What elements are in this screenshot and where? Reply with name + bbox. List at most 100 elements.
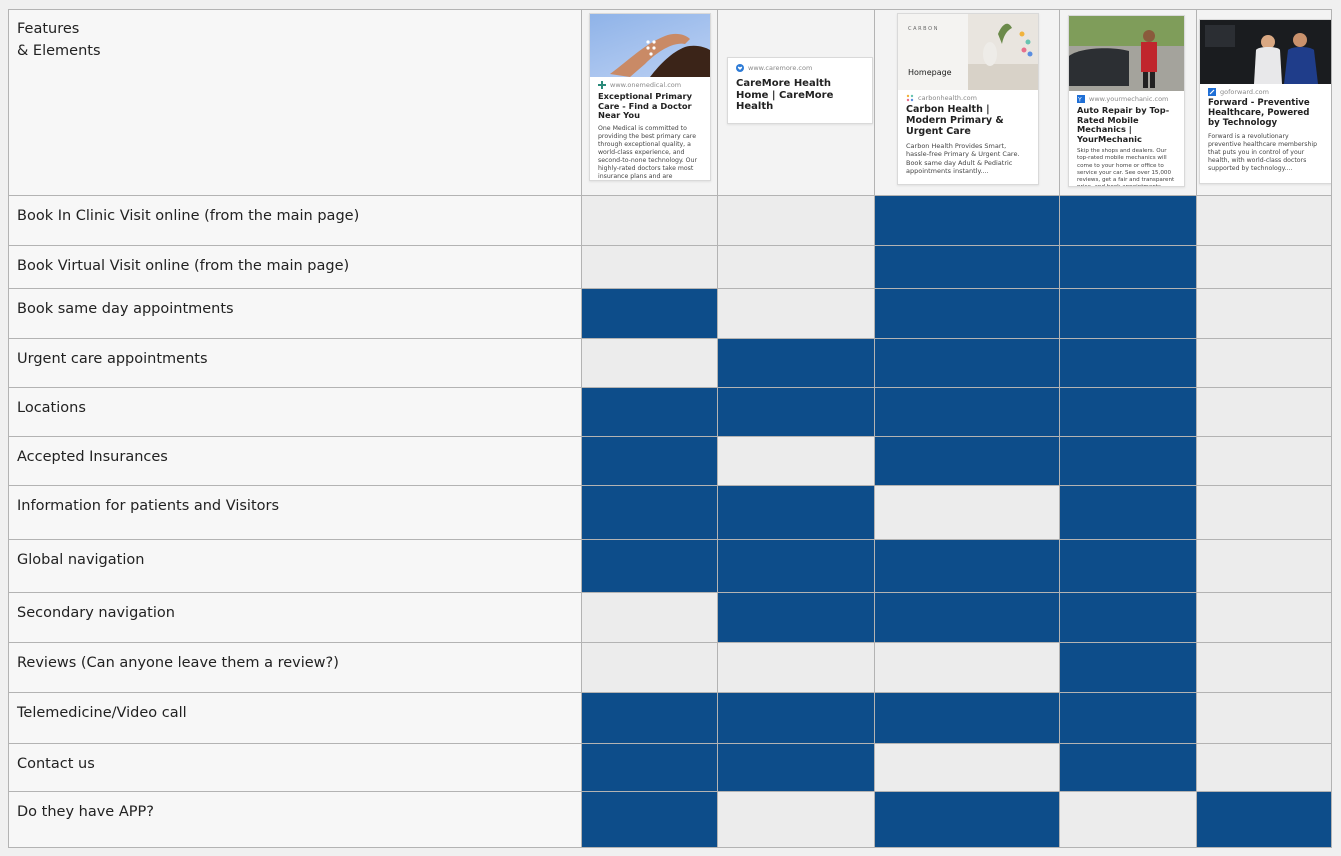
feature-cell-yes[interactable]	[875, 792, 1060, 848]
hands-photo-image	[590, 14, 710, 77]
feature-cell-no[interactable]	[875, 486, 1060, 540]
feature-cell-yes[interactable]	[875, 693, 1060, 744]
feature-cell-yes[interactable]	[582, 540, 718, 593]
feature-cell-no[interactable]	[1197, 289, 1332, 339]
mechanic-photo-image	[1069, 16, 1184, 91]
feature-label: Reviews (Can anyone leave them a review?…	[9, 643, 582, 693]
feature-cell-no[interactable]	[718, 437, 875, 486]
feature-cell-no[interactable]	[1197, 643, 1332, 693]
feature-cell-yes[interactable]	[582, 693, 718, 744]
feature-cell-no[interactable]	[582, 246, 718, 289]
feature-cell-no[interactable]	[718, 246, 875, 289]
feature-cell-no[interactable]	[582, 196, 718, 246]
feature-cell-yes[interactable]	[875, 437, 1060, 486]
feature-cell-no[interactable]	[1197, 388, 1332, 437]
feature-label: Secondary navigation	[9, 593, 582, 643]
header-cell-goforward: goforward.com Forward - Preventive Healt…	[1197, 10, 1332, 196]
feature-cell-yes[interactable]	[1060, 693, 1197, 744]
feature-cell-no[interactable]	[1197, 246, 1332, 289]
card-title: Forward - Preventive Healthcare, Powered…	[1208, 98, 1310, 128]
header-cell-yourmechanic: Y www.yourmechanic.com Auto Repair by To…	[1060, 10, 1197, 196]
feature-cell-yes[interactable]	[718, 339, 875, 388]
feature-cell-no[interactable]	[582, 593, 718, 643]
feature-cell-no[interactable]	[718, 196, 875, 246]
feature-label: Contact us	[9, 744, 582, 792]
feature-cell-yes[interactable]	[875, 289, 1060, 339]
feature-cell-yes[interactable]	[718, 693, 875, 744]
link-preview-card[interactable]: www.onemedical.com Exceptional Primary C…	[589, 13, 711, 181]
homepage-caption: Homepage	[908, 68, 952, 77]
link-preview-card[interactable]: Y www.yourmechanic.com Auto Repair by To…	[1068, 15, 1185, 187]
feature-label: Locations	[9, 388, 582, 437]
feature-cell-no[interactable]	[1197, 693, 1332, 744]
feature-cell-yes[interactable]	[718, 744, 875, 792]
card-title: Carbon Health | Modern Primary & Urgent …	[906, 104, 1004, 137]
feature-cell-yes[interactable]	[875, 540, 1060, 593]
feature-label: Book Virtual Visit online (from the main…	[9, 246, 582, 289]
feature-cell-yes[interactable]	[875, 388, 1060, 437]
card-description: Carbon Health Provides Smart, hassle-fre…	[906, 141, 1020, 176]
svg-text:C A R B O N: C A R B O N	[908, 26, 938, 32]
feature-cell-yes[interactable]	[1060, 486, 1197, 540]
feature-cell-yes[interactable]	[1060, 339, 1197, 388]
feature-cell-yes[interactable]	[1060, 744, 1197, 792]
feature-cell-no[interactable]	[1197, 339, 1332, 388]
feature-cell-yes[interactable]	[582, 437, 718, 486]
feature-cell-yes[interactable]	[582, 486, 718, 540]
link-preview-card[interactable]: C A R B O N Homepage carbonhealth.com Ca…	[897, 13, 1039, 185]
feature-cell-no[interactable]	[1197, 196, 1332, 246]
feature-label: Book In Clinic Visit online (from the ma…	[9, 196, 582, 246]
feature-cell-yes[interactable]	[718, 540, 875, 593]
card-domain: Y www.yourmechanic.com	[1069, 91, 1184, 104]
header-cell-carbonhealth: C A R B O N Homepage carbonhealth.com Ca…	[875, 10, 1060, 196]
feature-cell-no[interactable]	[1197, 540, 1332, 593]
feature-cell-no[interactable]	[1197, 744, 1332, 792]
forward-logo-icon	[1208, 88, 1216, 96]
card-domain: www.onemedical.com	[590, 77, 710, 89]
feature-cell-no[interactable]	[1197, 593, 1332, 643]
feature-cell-yes[interactable]	[1060, 289, 1197, 339]
feature-cell-yes[interactable]	[1060, 388, 1197, 437]
feature-cell-no[interactable]	[582, 339, 718, 388]
feature-cell-yes[interactable]	[875, 246, 1060, 289]
feature-cell-yes[interactable]	[1060, 643, 1197, 693]
feature-cell-yes[interactable]	[1060, 196, 1197, 246]
onemedical-logo-icon	[598, 81, 606, 89]
feature-label: Information for patients and Visitors	[9, 486, 582, 540]
card-description: One Medical is committed to providing th…	[598, 124, 698, 180]
feature-cell-no[interactable]	[582, 643, 718, 693]
header-cell-onemedical: www.onemedical.com Exceptional Primary C…	[582, 10, 718, 196]
feature-cell-yes[interactable]	[582, 388, 718, 437]
link-preview-card[interactable]: www.caremore.com CareMore Health Home | …	[727, 57, 873, 124]
feature-cell-no[interactable]	[1197, 437, 1332, 486]
feature-cell-no[interactable]	[1197, 486, 1332, 540]
feature-cell-yes[interactable]	[718, 593, 875, 643]
feature-cell-yes[interactable]	[1060, 540, 1197, 593]
feature-cell-yes[interactable]	[582, 744, 718, 792]
feature-cell-no[interactable]	[718, 792, 875, 848]
homepage-photo-image: C A R B O N Homepage	[898, 14, 1038, 90]
card-domain-text: www.yourmechanic.com	[1089, 95, 1169, 103]
feature-cell-yes[interactable]	[1060, 437, 1197, 486]
feature-cell-yes[interactable]	[1197, 792, 1332, 848]
feature-cell-yes[interactable]	[718, 388, 875, 437]
link-preview-card[interactable]: goforward.com Forward - Preventive Healt…	[1199, 19, 1331, 184]
feature-cell-no[interactable]	[718, 643, 875, 693]
feature-cell-no[interactable]	[875, 744, 1060, 792]
feature-cell-yes[interactable]	[875, 593, 1060, 643]
feature-cell-yes[interactable]	[582, 792, 718, 848]
card-domain: goforward.com	[1200, 84, 1331, 96]
feature-cell-yes[interactable]	[1060, 246, 1197, 289]
feature-cell-yes[interactable]	[718, 486, 875, 540]
feature-cell-yes[interactable]	[875, 196, 1060, 246]
feature-cell-yes[interactable]	[582, 289, 718, 339]
feature-cell-no[interactable]	[718, 289, 875, 339]
feature-cell-no[interactable]	[875, 643, 1060, 693]
card-domain-text: www.onemedical.com	[610, 81, 682, 89]
feature-cell-no[interactable]	[1060, 792, 1197, 848]
feature-cell-yes[interactable]	[1060, 593, 1197, 643]
header-cell-caremore: www.caremore.com CareMore Health Home | …	[718, 10, 875, 196]
feature-cell-yes[interactable]	[875, 339, 1060, 388]
feature-comparison-grid: Features & Elements www.onemedical.com	[8, 9, 1332, 848]
card-title: CareMore Health Home | CareMore Health	[736, 78, 834, 112]
